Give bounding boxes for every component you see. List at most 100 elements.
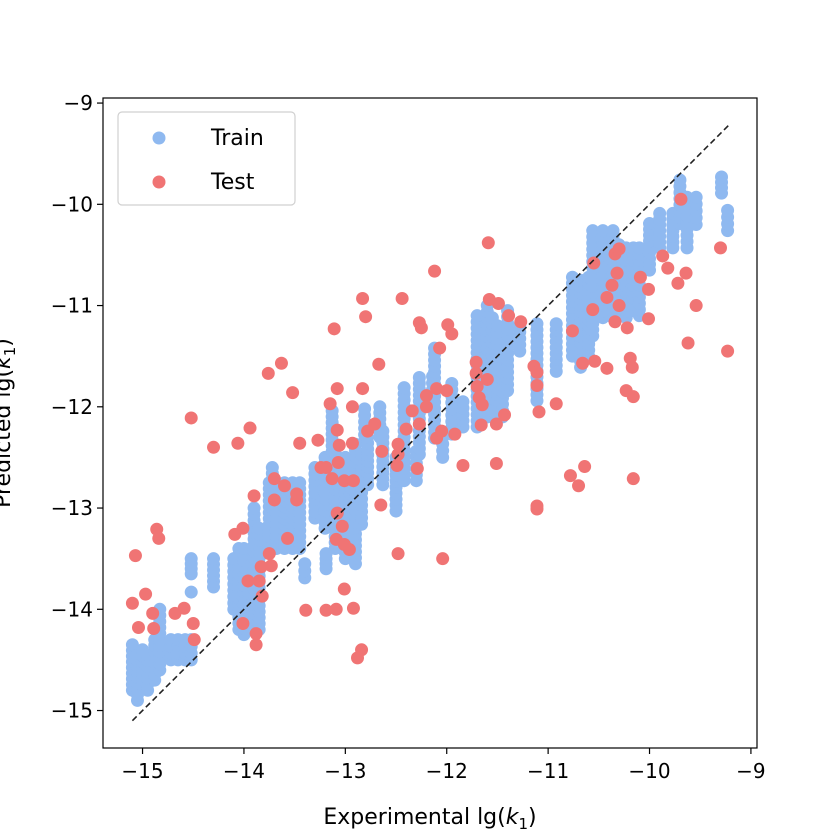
test-point	[469, 366, 483, 380]
test-point	[262, 547, 276, 561]
test-point	[249, 638, 263, 652]
test-point	[399, 422, 413, 436]
test-point	[549, 397, 563, 411]
test-point	[681, 336, 695, 350]
test-point	[356, 291, 370, 305]
test-point	[671, 276, 685, 290]
test-point	[656, 249, 670, 263]
legend-test-label: Test	[210, 170, 255, 195]
train-point	[207, 552, 221, 566]
test-point	[125, 596, 139, 610]
identity-reference-line	[131, 122, 732, 722]
test-point	[625, 360, 639, 374]
test-point	[252, 574, 266, 588]
legend-train-marker	[152, 131, 166, 145]
test-point	[290, 493, 304, 507]
test-point	[147, 622, 161, 636]
test-point	[319, 603, 333, 617]
train-point	[715, 170, 729, 184]
test-point	[332, 438, 346, 452]
test-point	[633, 270, 647, 284]
test-point	[419, 400, 433, 414]
x-tick-label: −13	[324, 759, 366, 783]
train-point	[606, 224, 620, 238]
test-point	[626, 390, 640, 404]
test-point	[241, 574, 255, 588]
legend-box	[117, 111, 296, 206]
test-point	[254, 560, 268, 574]
y-tick-label: −13	[51, 496, 93, 520]
test-point	[572, 479, 586, 493]
train-point	[721, 203, 735, 217]
test-point	[414, 321, 428, 335]
test-point	[207, 440, 221, 454]
test-point	[329, 602, 343, 616]
test-point	[610, 266, 624, 280]
test-point	[480, 372, 494, 386]
train-point	[184, 552, 198, 566]
test-point	[405, 404, 419, 418]
test-point	[530, 502, 544, 516]
train-point	[586, 224, 600, 238]
test-point	[587, 256, 601, 270]
test-point	[243, 421, 257, 435]
test-point	[146, 606, 160, 620]
test-point	[578, 460, 592, 474]
test-point	[345, 436, 359, 450]
test-point	[530, 365, 544, 379]
test-point	[435, 424, 449, 438]
test-point	[514, 315, 528, 329]
x-axis-label: Experimental lg(k1)	[323, 805, 536, 833]
test-point	[231, 436, 245, 450]
test-point	[456, 459, 470, 473]
test-point	[600, 290, 614, 304]
test-point	[481, 236, 495, 250]
x-tick-label: −14	[223, 759, 265, 783]
test-point	[342, 543, 356, 557]
test-point	[375, 444, 389, 458]
test-point	[474, 418, 488, 432]
train-point	[125, 638, 139, 652]
test-point	[642, 312, 656, 326]
test-point	[412, 417, 426, 431]
train-point	[653, 206, 667, 220]
test-point	[721, 344, 735, 358]
test-series	[125, 192, 735, 665]
test-point	[356, 382, 370, 396]
train-point	[373, 400, 387, 414]
test-point	[605, 278, 619, 292]
test-point	[327, 322, 341, 336]
test-point	[345, 400, 359, 414]
train-point	[252, 521, 266, 535]
test-point	[346, 601, 360, 615]
test-point	[530, 379, 544, 393]
test-point	[187, 633, 201, 647]
test-point	[330, 506, 344, 520]
test-point	[236, 521, 250, 535]
test-point	[430, 382, 444, 396]
test-point	[608, 315, 622, 329]
test-point	[247, 489, 261, 503]
y-tick-label: −10	[51, 192, 93, 216]
test-point	[626, 472, 640, 486]
test-point	[186, 616, 200, 630]
train-point	[247, 501, 261, 515]
test-point	[177, 601, 191, 615]
test-point	[277, 479, 291, 493]
test-point	[319, 461, 333, 475]
test-point	[642, 282, 656, 296]
train-point	[397, 381, 411, 395]
test-point	[293, 436, 307, 450]
test-point	[139, 587, 153, 601]
test-point	[372, 357, 386, 371]
y-tick-label: −9	[64, 91, 93, 115]
test-point	[588, 354, 602, 368]
plot-frame	[102, 97, 758, 749]
test-point	[679, 266, 693, 280]
test-point	[236, 616, 250, 630]
test-point	[274, 356, 288, 370]
legend: Train Test	[117, 111, 296, 206]
test-point	[128, 549, 142, 563]
y-tick-label: −11	[51, 294, 93, 318]
